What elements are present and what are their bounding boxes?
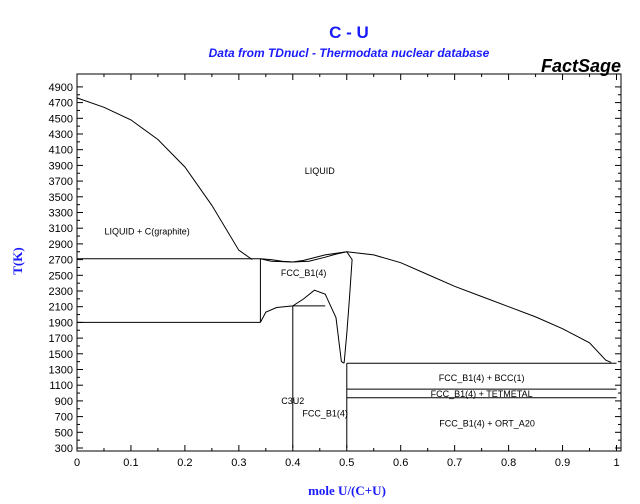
x-tick-label: 0.8 <box>501 457 516 469</box>
phase-boundaries <box>76 97 617 448</box>
y-tick-label: 3100 <box>49 223 73 235</box>
phase-boundary-line <box>260 251 612 363</box>
y-tick-label: 1500 <box>49 349 73 361</box>
factsage-brand: FactSage <box>541 56 621 76</box>
phase-region-label: FCC_B1(4) <box>281 268 327 278</box>
y-tick-label: 1700 <box>49 333 73 345</box>
y-tick-label: 1300 <box>49 365 73 377</box>
x-tick-label: 0.6 <box>393 457 408 469</box>
x-tick-label: 0.5 <box>339 457 354 469</box>
y-tick-label: 700 <box>55 412 73 424</box>
y-tick-label: 3900 <box>49 160 73 172</box>
phase-region-label: FCC_B1(4) + TETMETAL <box>431 389 533 399</box>
chart-subtitle: Data from TDnucl - Thermodata nuclear da… <box>209 46 490 60</box>
phase-boundary-line <box>259 289 345 364</box>
x-tick-label: 1 <box>613 457 619 469</box>
y-tick-label: 3300 <box>49 208 73 220</box>
y-tick-label: 2500 <box>49 270 73 282</box>
x-tick-label: 0.2 <box>177 457 192 469</box>
phase-boundary-line <box>343 251 353 364</box>
x-tick-label: 0.9 <box>555 457 570 469</box>
y-tick-label: 2100 <box>49 302 73 314</box>
phase-region-label: FCC_B1(4) <box>302 408 348 418</box>
y-tick-label: 4100 <box>49 145 73 157</box>
y-tick-label: 2900 <box>49 239 73 251</box>
y-axis-label: T(K) <box>10 247 25 274</box>
phase-region-label: C3U2 <box>281 396 304 406</box>
y-tick-label: 4300 <box>49 129 73 141</box>
y-tick-label: 500 <box>55 427 73 439</box>
phase-region-labels: LIQUID LIQUID + C(graphite) FCC_B1(4) FCC_B… <box>104 166 534 429</box>
x-axis-label: mole U/(C+U) <box>308 483 386 498</box>
x-tick-label: 0.1 <box>123 457 138 469</box>
y-tick-label: 3700 <box>49 176 73 188</box>
plot-frame <box>76 73 622 452</box>
phase-region-label: FCC_B1(4) + BCC(1) <box>439 373 525 383</box>
chart-title: C - U <box>329 23 369 42</box>
phase-boundary-line <box>260 251 347 263</box>
phase-region-label: LIQUID + C(graphite) <box>104 226 189 236</box>
y-axis-ticks: 300 500 700 900 1100 1300 1500 1700 1900 2100 2300… <box>49 82 621 455</box>
phase-boundary-line <box>76 97 253 261</box>
y-tick-label: 4500 <box>49 113 73 125</box>
y-tick-label: 3500 <box>49 192 73 204</box>
y-tick-label: 4700 <box>49 98 73 110</box>
y-tick-label: 2300 <box>49 286 73 298</box>
y-tick-label: 2700 <box>49 255 73 267</box>
x-tick-label: 0 <box>74 457 80 469</box>
phase-region-label: FCC_B1(4) + ORT_A20 <box>439 419 535 429</box>
y-tick-label: 4900 <box>49 82 73 94</box>
x-tick-label: 0.4 <box>285 457 300 469</box>
y-tick-label: 1900 <box>49 317 73 329</box>
y-tick-label: 900 <box>55 396 73 408</box>
x-tick-label: 0.3 <box>231 457 246 469</box>
y-tick-label: 300 <box>55 443 73 455</box>
x-axis-ticks: 0 0.1 0.2 0.3 0.4 0.5 0.6 0.7 0.8 0.9 1 <box>74 74 620 469</box>
phase-region-label: LIQUID <box>305 166 336 176</box>
y-tick-label: 1100 <box>49 380 73 392</box>
x-tick-label: 0.7 <box>447 457 462 469</box>
